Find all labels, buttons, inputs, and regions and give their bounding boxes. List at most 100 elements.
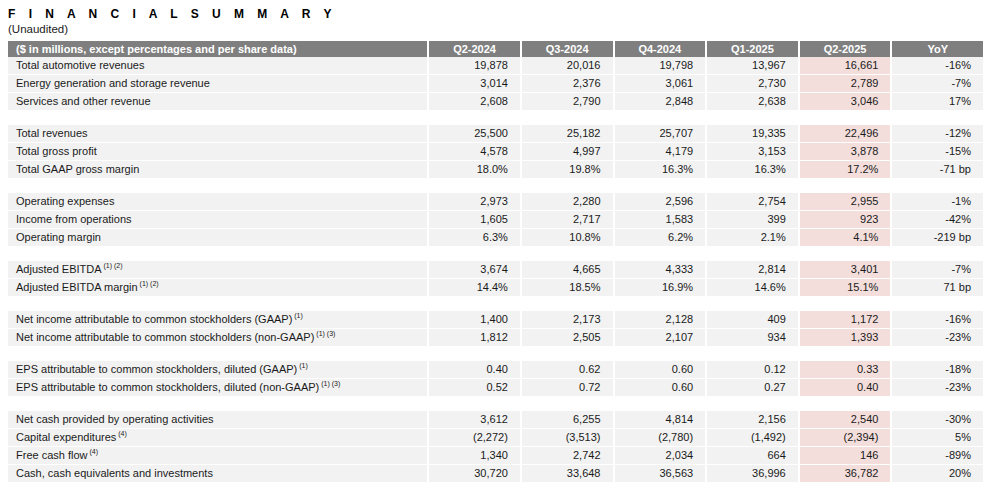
column-header-yoy: YoY xyxy=(890,41,983,57)
row-label: Total gross profit xyxy=(8,143,427,161)
row-label: Total automotive revenues xyxy=(8,57,427,75)
financial-summary-table: ($ in millions, except percentages and p… xyxy=(8,41,983,483)
value-cell: 0.40 xyxy=(427,361,520,379)
value-cell: 409 xyxy=(705,311,798,329)
value-cell: 2,973 xyxy=(427,193,520,211)
value-cell: 4,333 xyxy=(613,261,706,279)
value-cell: 3,014 xyxy=(427,75,520,93)
value-cell: 4,997 xyxy=(520,143,613,161)
row-label: Total revenues xyxy=(8,125,427,143)
row-label: EPS attributable to common stockholders,… xyxy=(8,379,427,397)
value-cell: 16.9% xyxy=(613,279,706,297)
value-cell: 0.12 xyxy=(705,361,798,379)
value-cell: 2,173 xyxy=(520,311,613,329)
yoy-value-cell: -23% xyxy=(890,379,983,397)
table-row: EPS attributable to common stockholders,… xyxy=(8,379,983,397)
value-cell: 14.4% xyxy=(427,279,520,297)
value-cell: 0.62 xyxy=(520,361,613,379)
table-row: Operating expenses2,9732,2802,5962,7542,… xyxy=(8,193,983,211)
table-row: Net cash provided by operating activitie… xyxy=(8,411,983,429)
value-cell: 3,674 xyxy=(427,261,520,279)
value-cell: 4,578 xyxy=(427,143,520,161)
value-cell: 19.8% xyxy=(520,161,613,179)
row-label: Net cash provided by operating activitie… xyxy=(8,411,427,429)
footnote-marker: (1) xyxy=(297,362,308,369)
table-row: Operating margin6.3%10.8%6.2%2.1%4.1%-21… xyxy=(8,229,983,247)
yoy-value-cell: -16% xyxy=(890,57,983,75)
section-spacer xyxy=(8,179,983,193)
value-cell: 6.2% xyxy=(613,229,706,247)
value-cell: 2,638 xyxy=(705,93,798,111)
page-subtitle: (Unaudited) xyxy=(8,22,983,37)
table-body: Total automotive revenues19,87820,01619,… xyxy=(8,57,983,483)
value-cell: 33,648 xyxy=(520,465,613,483)
value-cell: 6,255 xyxy=(520,411,613,429)
table-row: Total gross profit4,5784,9974,1793,1533,… xyxy=(8,143,983,161)
value-cell: 30,720 xyxy=(427,465,520,483)
table-row: Total automotive revenues19,87820,01619,… xyxy=(8,57,983,75)
yoy-value-cell: -16% xyxy=(890,311,983,329)
value-cell: 2,128 xyxy=(613,311,706,329)
table-row: EPS attributable to common stockholders,… xyxy=(8,361,983,379)
row-label: Cash, cash equivalents and investments xyxy=(8,465,427,483)
row-label: Operating margin xyxy=(8,229,427,247)
value-cell: 2,742 xyxy=(520,447,613,465)
value-cell: 1,605 xyxy=(427,211,520,229)
row-label: EPS attributable to common stockholders,… xyxy=(8,361,427,379)
yoy-value-cell: -71 bp xyxy=(890,161,983,179)
table-header-row: ($ in millions, except percentages and p… xyxy=(8,41,983,57)
table-row: Total revenues25,50025,18225,70719,33522… xyxy=(8,125,983,143)
row-label: Total GAAP gross margin xyxy=(8,161,427,179)
column-header-q1-2025: Q1-2025 xyxy=(705,41,798,57)
value-cell: 2,505 xyxy=(520,329,613,347)
value-cell: 15.1% xyxy=(798,279,891,297)
value-cell: 2,540 xyxy=(798,411,891,429)
table-row: Adjusted EBITDA (1) (2)3,6744,6654,3332,… xyxy=(8,261,983,279)
value-cell: 2,608 xyxy=(427,93,520,111)
table-row: Services and other revenue2,6082,7902,84… xyxy=(8,93,983,111)
table-row: Capital expenditures (4)(2,272)(3,513)(2… xyxy=(8,429,983,447)
table-row: Net income attributable to common stockh… xyxy=(8,311,983,329)
yoy-value-cell: -12% xyxy=(890,125,983,143)
table-row: Adjusted EBITDA margin (1) (2)14.4%18.5%… xyxy=(8,279,983,297)
value-cell: 399 xyxy=(705,211,798,229)
value-cell: 3,401 xyxy=(798,261,891,279)
value-cell: 0.33 xyxy=(798,361,891,379)
column-header-q3-2024: Q3-2024 xyxy=(520,41,613,57)
yoy-value-cell: -89% xyxy=(890,447,983,465)
value-cell: 2,790 xyxy=(520,93,613,111)
yoy-value-cell: -7% xyxy=(890,75,983,93)
value-cell: 19,798 xyxy=(613,57,706,75)
row-label: Adjusted EBITDA margin (1) (2) xyxy=(8,279,427,297)
footnote-marker: (4) xyxy=(116,430,127,437)
footnote-marker: (4) xyxy=(88,448,99,455)
row-label: Services and other revenue xyxy=(8,93,427,111)
value-cell: 2,754 xyxy=(705,193,798,211)
table-row: Free cash flow (4)1,3402,7422,034664146-… xyxy=(8,447,983,465)
row-label: Energy generation and storage revenue xyxy=(8,75,427,93)
value-cell: 2,034 xyxy=(613,447,706,465)
value-cell: 2.1% xyxy=(705,229,798,247)
value-cell: 13,967 xyxy=(705,57,798,75)
value-cell: 6.3% xyxy=(427,229,520,247)
yoy-value-cell: 20% xyxy=(890,465,983,483)
value-cell: 3,878 xyxy=(798,143,891,161)
value-cell: 36,996 xyxy=(705,465,798,483)
value-cell: 1,172 xyxy=(798,311,891,329)
table-row: Energy generation and storage revenue3,0… xyxy=(8,75,983,93)
value-cell: 2,955 xyxy=(798,193,891,211)
value-cell: 4,814 xyxy=(613,411,706,429)
yoy-value-cell: 71 bp xyxy=(890,279,983,297)
value-cell: 2,730 xyxy=(705,75,798,93)
yoy-value-cell: -15% xyxy=(890,143,983,161)
yoy-value-cell: -18% xyxy=(890,361,983,379)
column-header-q4-2024: Q4-2024 xyxy=(613,41,706,57)
section-spacer xyxy=(8,247,983,261)
row-label: Capital expenditures (4) xyxy=(8,429,427,447)
yoy-value-cell: -23% xyxy=(890,329,983,347)
table-row: Net income attributable to common stockh… xyxy=(8,329,983,347)
value-cell: 19,335 xyxy=(705,125,798,143)
value-cell: 0.40 xyxy=(798,379,891,397)
yoy-value-cell: 17% xyxy=(890,93,983,111)
page-title: F I N A N C I A L S U M M A R Y xyxy=(8,6,983,22)
